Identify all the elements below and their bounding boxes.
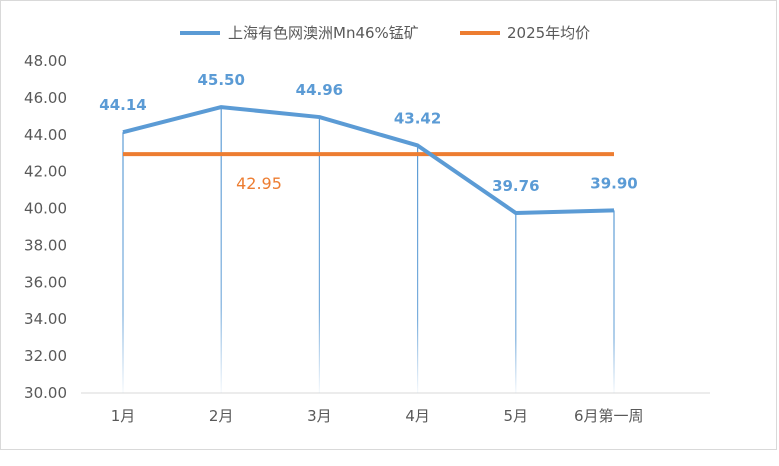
y-tick-label: 42.00 (24, 163, 67, 181)
x-tick-label: 2月 (209, 407, 234, 425)
legend-label-series-1: 2025年均价 (507, 24, 590, 42)
data-label: 39.76 (492, 177, 539, 195)
drop-lines (122, 107, 615, 394)
data-label: 43.42 (394, 109, 441, 127)
y-tick-label: 36.00 (24, 273, 67, 291)
x-tick-label: 3月 (307, 407, 332, 425)
data-label-average: 42.95 (236, 174, 282, 193)
drop-line (220, 107, 222, 393)
drop-line (318, 117, 320, 394)
data-labels: 44.14 45.50 44.96 43.42 39.76 39.90 42.95 (99, 71, 637, 195)
y-tick-label: 30.00 (24, 384, 67, 402)
drop-line (613, 210, 615, 393)
chart-frame (0, 0, 777, 450)
drop-line (122, 132, 124, 393)
y-tick-label: 34.00 (24, 310, 67, 328)
series-lines (122, 105, 615, 215)
data-label: 45.50 (197, 71, 244, 89)
y-axis: 30.00 32.00 34.00 36.00 38.00 40.00 42.00 44.00… (24, 52, 67, 402)
y-tick-label: 44.00 (24, 126, 67, 144)
legend: 上海有色网澳洲Mn46%锰矿 2025年均价 (180, 24, 590, 42)
data-label: 44.96 (296, 81, 343, 99)
y-tick-label: 46.00 (24, 89, 67, 107)
series-line-manganese-ore (122, 105, 615, 215)
y-tick-label: 32.00 (24, 347, 67, 365)
x-tick-label: 1月 (111, 407, 136, 425)
drop-line (515, 212, 517, 393)
legend-label-series-0: 上海有色网澳洲Mn46%锰矿 (228, 24, 419, 42)
y-tick-label: 38.00 (24, 236, 67, 254)
x-axis: 1月 2月 3月 4月 5月 6月第一周 (81, 392, 710, 425)
y-tick-label: 40.00 (24, 200, 67, 218)
data-label: 44.14 (99, 96, 146, 114)
drop-line (417, 145, 419, 393)
x-tick-label: 4月 (405, 407, 430, 425)
x-tick-label: 5月 (504, 407, 529, 425)
y-tick-label: 48.00 (24, 52, 67, 70)
data-label: 39.90 (590, 174, 637, 192)
x-tick-label: 6月第一周 (574, 407, 644, 425)
